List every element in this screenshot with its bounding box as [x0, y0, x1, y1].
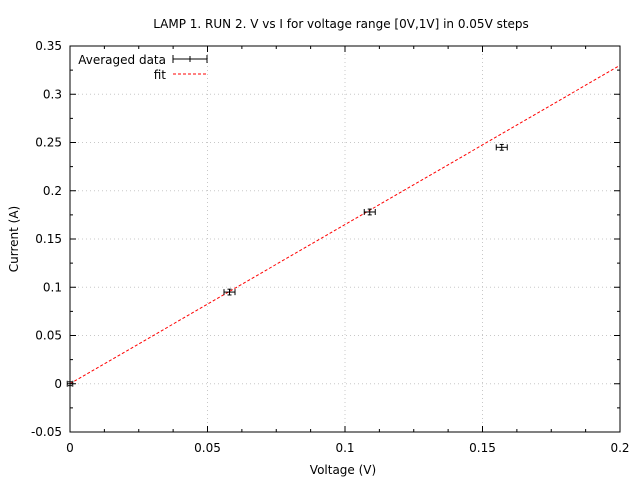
fit-line	[69, 64, 621, 385]
y-tick-label: 0.1	[43, 280, 62, 294]
y-tick-label: 0.15	[35, 232, 62, 246]
x-tick-label: 0.15	[469, 441, 496, 455]
chart-title: LAMP 1. RUN 2. V vs I for voltage range …	[153, 17, 529, 31]
y-tick-label: 0.35	[35, 39, 62, 53]
legend: Averaged data fit	[78, 53, 208, 82]
x-tick-label: 0.05	[194, 441, 221, 455]
grid	[70, 46, 620, 432]
data-point	[363, 208, 376, 216]
y-tick-label: 0.3	[43, 87, 62, 101]
y-tick-label: 0.05	[35, 329, 62, 343]
legend-label-fit: fit	[154, 68, 167, 82]
data-point	[223, 288, 236, 296]
ticks	[69, 45, 621, 433]
x-axis-label: Voltage (V)	[310, 463, 376, 477]
x-tick-label: 0	[66, 441, 74, 455]
legend-label-averaged-data: Averaged data	[78, 53, 166, 67]
x-tick-label: 0.2	[610, 441, 629, 455]
y-tick-label: 0	[54, 377, 62, 391]
y-tick-label: 0.25	[35, 136, 62, 150]
data-layer	[66, 143, 508, 387]
x-tick-labels: 0 0.05 0.1 0.15 0.2	[66, 441, 629, 455]
fit-layer	[69, 64, 621, 385]
x-tick-label: 0.1	[335, 441, 354, 455]
y-axis-label: Current (A)	[7, 206, 21, 272]
y-tick-labels: -0.05 0 0.05 0.1 0.15 0.2 0.25 0.3 0.35	[31, 39, 62, 439]
data-point	[495, 143, 508, 151]
legend-errorbar-sample	[172, 55, 208, 63]
y-tick-label: 0.2	[43, 184, 62, 198]
y-tick-label: -0.05	[31, 425, 62, 439]
